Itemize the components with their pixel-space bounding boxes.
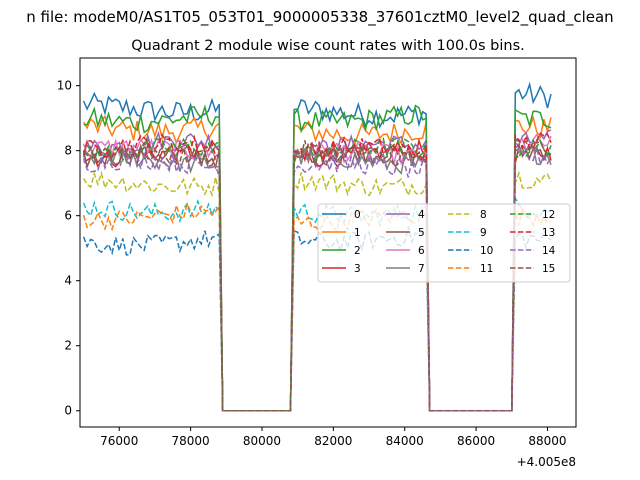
y-tick-label: 2 <box>64 339 72 353</box>
series-line-9 <box>82 195 552 412</box>
chart-title: Quadrant 2 module wise count rates with … <box>131 38 525 54</box>
legend-label-14: 14 <box>542 245 556 257</box>
axes-frame <box>79 57 577 428</box>
legend-label-13: 13 <box>542 227 555 239</box>
x-tick-label: 86000 <box>457 434 495 448</box>
series-line-1 <box>82 114 552 412</box>
legend-label-10: 10 <box>480 245 493 257</box>
legend-label-12: 12 <box>542 209 555 221</box>
x-tick-label: 84000 <box>386 434 424 448</box>
legend-label-0: 0 <box>354 209 361 221</box>
y-tick-label: 4 <box>64 274 72 288</box>
x-axis: 76000 78000 80000 82000 84000 86000 88000 <box>100 427 567 448</box>
series-line-13 <box>82 132 552 412</box>
series-line-10 <box>82 226 552 412</box>
y-axis: 0 2 4 6 8 10 <box>57 79 80 418</box>
y-tick-label: 8 <box>64 144 72 158</box>
series-line-0 <box>82 81 552 412</box>
legend-label-4: 4 <box>418 209 425 221</box>
legend-label-15: 15 <box>542 263 555 275</box>
series-line-14 <box>82 146 552 412</box>
x-tick-label: 88000 <box>528 434 566 448</box>
series-line-12 <box>82 137 552 412</box>
legend-label-7: 7 <box>418 263 425 275</box>
legend-label-8: 8 <box>480 209 487 221</box>
legend-label-9: 9 <box>480 227 487 239</box>
x-offset-label: +4.005e8 <box>517 455 576 469</box>
x-tick-label: 78000 <box>172 434 210 448</box>
legend-label-5: 5 <box>418 227 425 239</box>
series-line-2 <box>83 104 552 412</box>
x-tick-label: 80000 <box>243 434 281 448</box>
legend-label-2: 2 <box>354 245 361 257</box>
x-tick-label: 76000 <box>100 434 138 448</box>
legend-label-1: 1 <box>354 227 361 239</box>
y-tick-label: 10 <box>57 79 72 93</box>
legend-label-11: 11 <box>480 263 493 275</box>
series-line-15 <box>83 137 552 412</box>
series-line-8 <box>82 170 552 412</box>
figure-suptitle: n file: modeM0/AS1T05_053T01_9000005338_… <box>26 8 613 27</box>
legend-label-6: 6 <box>418 245 425 257</box>
legend-label-3: 3 <box>354 263 361 275</box>
plot-area: 76000 78000 80000 82000 84000 86000 88000 0 2 4 6… <box>57 57 577 448</box>
x-tick-label: 82000 <box>314 434 352 448</box>
y-tick-label: 6 <box>64 209 72 223</box>
y-tick-label: 0 <box>64 404 72 418</box>
legend-frame <box>317 203 571 283</box>
